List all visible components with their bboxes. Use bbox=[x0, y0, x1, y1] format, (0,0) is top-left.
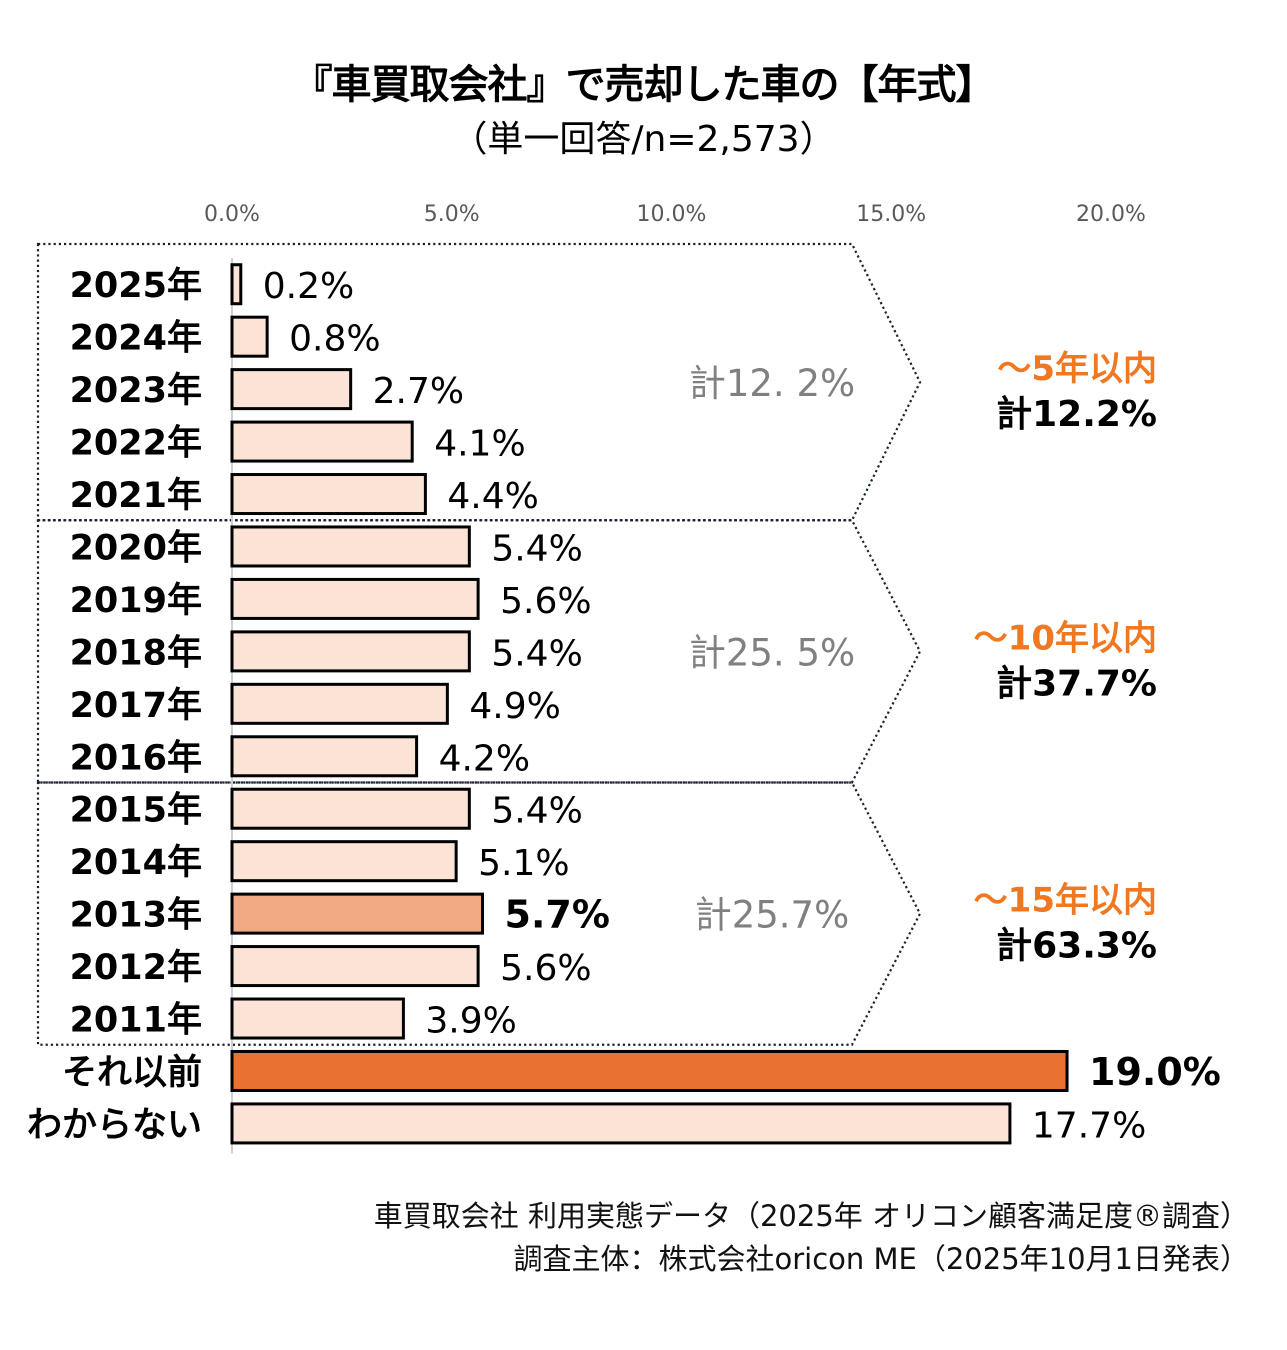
bar bbox=[230, 1102, 1012, 1145]
x-tick-label: 15.0% bbox=[856, 202, 926, 227]
category-label: 2016年 bbox=[70, 738, 202, 778]
cumulative-total-label: 計37.7% bbox=[996, 663, 1157, 704]
category-label: 2015年 bbox=[70, 791, 202, 831]
chart-title: 『車買取会社』で売却した車の【年式】 bbox=[292, 62, 996, 108]
value-label: 4.9% bbox=[469, 686, 560, 727]
bar bbox=[230, 420, 414, 463]
group-bracket bbox=[36, 781, 922, 1046]
cumulative-total-label: 計63.3% bbox=[996, 926, 1157, 967]
group-bracket bbox=[36, 242, 922, 522]
category-label: 2021年 bbox=[70, 476, 202, 516]
bar bbox=[230, 263, 243, 306]
bar bbox=[230, 473, 427, 516]
chart-subtitle: （単一回答/n=2,573） bbox=[451, 119, 836, 160]
x-tick-label: 5.0% bbox=[424, 202, 480, 227]
bar bbox=[230, 735, 419, 778]
bar bbox=[230, 997, 405, 1040]
value-label: 17.7% bbox=[1032, 1105, 1146, 1146]
cumulative-range-label: ～5年以内 bbox=[997, 349, 1157, 389]
bar bbox=[230, 892, 485, 935]
group-total-label: 計25. 5% bbox=[689, 631, 855, 674]
value-label: 2.7% bbox=[373, 371, 464, 412]
group-total-label: 計12. 2% bbox=[689, 362, 855, 405]
value-label: 5.1% bbox=[478, 843, 569, 884]
category-label: 2024年 bbox=[70, 319, 202, 359]
value-label: 4.4% bbox=[447, 476, 538, 517]
bar bbox=[230, 525, 471, 568]
value-label: 5.6% bbox=[500, 581, 591, 622]
value-label: 5.7% bbox=[505, 893, 610, 937]
x-tick-label: 20.0% bbox=[1076, 202, 1146, 227]
cumulative-range-label: ～10年以内 bbox=[974, 618, 1157, 658]
bar bbox=[230, 682, 449, 725]
category-label: 2014年 bbox=[70, 843, 202, 883]
category-label: 2011年 bbox=[70, 1001, 202, 1041]
x-tick-label: 10.0% bbox=[637, 202, 707, 227]
cumulative-range-label: ～15年以内 bbox=[974, 881, 1157, 921]
bar bbox=[230, 315, 269, 358]
bar bbox=[230, 840, 458, 883]
category-label: 2025年 bbox=[70, 266, 202, 306]
x-tick-label: 0.0% bbox=[204, 202, 260, 227]
category-label: わからない bbox=[27, 1105, 202, 1145]
category-label: 2020年 bbox=[70, 528, 202, 568]
source-note: 車買取会社 利用実態データ（2025年 オリコン顧客満足度®調査） bbox=[373, 1199, 1249, 1233]
value-label: 5.4% bbox=[491, 633, 582, 674]
value-label: 5.6% bbox=[500, 948, 591, 989]
bar bbox=[230, 945, 480, 988]
value-label: 3.9% bbox=[425, 1001, 516, 1042]
bar bbox=[230, 577, 480, 620]
publisher-note: 調査主体：株式会社oricon ME（2025年10月1日発表） bbox=[513, 1242, 1249, 1276]
category-label: それ以前 bbox=[62, 1053, 202, 1093]
bar bbox=[230, 787, 471, 830]
category-label: 2013年 bbox=[70, 896, 202, 936]
value-label: 0.8% bbox=[289, 319, 380, 360]
group-bracket bbox=[36, 519, 922, 784]
category-label: 2012年 bbox=[70, 948, 202, 988]
category-label: 2017年 bbox=[70, 686, 202, 726]
category-label: 2022年 bbox=[70, 424, 202, 464]
bar bbox=[230, 368, 353, 411]
value-label: 4.1% bbox=[434, 424, 525, 465]
value-label: 19.0% bbox=[1089, 1050, 1221, 1094]
group-total-label: 計25.7% bbox=[695, 894, 850, 937]
cumulative-total-label: 計12.2% bbox=[996, 394, 1157, 435]
category-label: 2018年 bbox=[70, 633, 202, 673]
value-label: 0.2% bbox=[263, 266, 354, 307]
value-label: 4.2% bbox=[439, 738, 530, 779]
bar bbox=[230, 630, 471, 673]
category-label: 2023年 bbox=[70, 371, 202, 411]
value-label: 5.4% bbox=[491, 528, 582, 569]
bar bbox=[230, 1049, 1069, 1092]
category-label: 2019年 bbox=[70, 581, 202, 621]
value-label: 5.4% bbox=[491, 791, 582, 832]
